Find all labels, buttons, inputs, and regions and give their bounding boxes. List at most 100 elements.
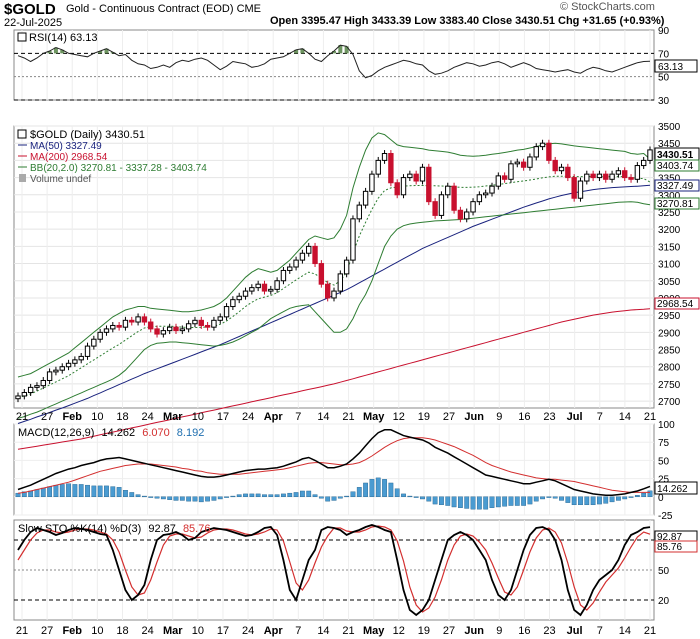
candle-body (432, 201, 438, 216)
candle-body (508, 163, 514, 180)
macd-hist-bar (382, 479, 387, 498)
candle-body (482, 192, 489, 196)
macd-hist-bar (578, 496, 583, 506)
macd-hist-bar (262, 494, 267, 497)
candle-body (211, 319, 217, 328)
macd-label: MACD(12,26,9) (18, 427, 94, 439)
candle-body (179, 328, 186, 332)
macd-hist-bar (502, 496, 508, 507)
candle-body (413, 173, 419, 182)
macd-hist-bar (66, 483, 71, 498)
rsi-panel (13, 29, 655, 101)
rsi-badge-text: 63.13 (658, 62, 683, 73)
sto-d-badge-bg (654, 540, 698, 553)
candle-body (223, 306, 230, 318)
candle-body (394, 182, 400, 196)
candle-body (419, 166, 426, 182)
price-badges: 3430.51 3403.74 3327.49 3270.81 2968.54 (654, 147, 700, 310)
x-tick-label: 12 (393, 411, 405, 423)
legend-bb: BB(20,2.0) 3270.81 - 3337.28 - 3403.74 (30, 163, 207, 174)
candle-body (299, 252, 306, 261)
x-tick-label: 27 (443, 625, 455, 637)
candle-body (65, 362, 72, 368)
candle-body (293, 259, 299, 268)
candle-body (34, 385, 40, 388)
x-tick-label: 14 (317, 625, 329, 637)
badge-ma200-bg (654, 297, 700, 310)
macd-hist-value: 8.192 (177, 427, 205, 439)
candle-body (59, 366, 65, 371)
x-tick-label: Jul (567, 411, 583, 423)
ma50-line (17, 184, 651, 424)
candle-body (110, 324, 116, 330)
candle-body (609, 173, 615, 180)
candle-body (185, 323, 192, 330)
macd-hist-bar (325, 496, 331, 502)
x-tick-label: 21 (16, 411, 28, 423)
candle-body (362, 190, 369, 206)
candle-body (533, 146, 539, 158)
macd-hist-bar (597, 496, 602, 505)
candle-body (166, 326, 173, 332)
macd-hist-bar (559, 496, 564, 501)
candle-body (84, 345, 91, 357)
macd-hist-bar (104, 485, 109, 498)
x-tick-label: 7 (597, 411, 603, 423)
x-tick-label: 27 (41, 411, 53, 423)
x-tick-label: 12 (393, 625, 405, 637)
legend-gold: $GOLD (Daily) 3430.51 (30, 129, 145, 141)
x-tick-label: 18 (116, 411, 128, 423)
candle-body (230, 299, 236, 308)
badge-bb-upper-bg (654, 159, 700, 172)
x-tick-label: 10 (192, 411, 204, 423)
macd-hist-bar (495, 496, 501, 508)
candle-body (596, 173, 603, 179)
x-tick-label: 23 (543, 625, 555, 637)
candle-body (622, 170, 628, 179)
macd-hist-bar (15, 492, 21, 498)
rsi-line (17, 44, 651, 79)
legend-volume: Volume undef (30, 174, 91, 185)
candle-body (103, 328, 110, 333)
rsi-badge-bg (654, 59, 698, 73)
macd-hist-bar (616, 496, 621, 501)
badge-bb-lower-bg (654, 197, 700, 210)
price-tick: 2800 (658, 363, 681, 374)
macd-hist-bar (34, 489, 40, 497)
macd-histogram (15, 477, 653, 510)
macd-hist-bar (268, 494, 274, 497)
x-tick-label: 7 (295, 411, 301, 423)
x-tick-label: May (363, 411, 385, 423)
macd-hist-bar (116, 487, 122, 497)
macd-hist-bar (565, 496, 571, 503)
legend-ma200: MA(200) 2968.54 (30, 152, 108, 163)
candle-body (15, 395, 21, 400)
macd-hist-bar (571, 496, 577, 506)
macd-legend: MACD(12,26,9) 14.262 6.070 8.192 (18, 427, 204, 439)
candle-body (46, 371, 53, 381)
macd-hist-bar (129, 492, 135, 498)
macd-hist-bar (603, 496, 609, 504)
badge-bb-upper: 3403.74 (657, 161, 694, 172)
macd-hist-bar (451, 496, 457, 508)
macd-badge-bg (654, 481, 698, 495)
macd-hist-bar (628, 496, 634, 498)
candle-body (539, 142, 546, 148)
candle-body (495, 175, 502, 187)
x-tick-label: 16 (518, 411, 530, 423)
macd-tick: 100 (658, 420, 675, 431)
stockcharts-logo[interactable]: © StockCharts.com (560, 1, 655, 13)
candle-body (356, 204, 362, 220)
candle-body (647, 149, 653, 161)
macd-hist-bar (470, 496, 476, 510)
macd-badge-text: 14.262 (657, 484, 688, 495)
price-tick: 3500 (658, 122, 681, 133)
chart-date: 22-Jul-2025 (4, 17, 63, 29)
candle-body (217, 316, 223, 321)
candle-body (204, 324, 211, 328)
x-tick-label: 24 (141, 625, 153, 637)
price-tick: 2850 (658, 346, 681, 357)
macd-hist-bar (306, 490, 312, 498)
price-tick: 3350 (658, 174, 681, 185)
x-tick-label: 14 (619, 411, 631, 423)
